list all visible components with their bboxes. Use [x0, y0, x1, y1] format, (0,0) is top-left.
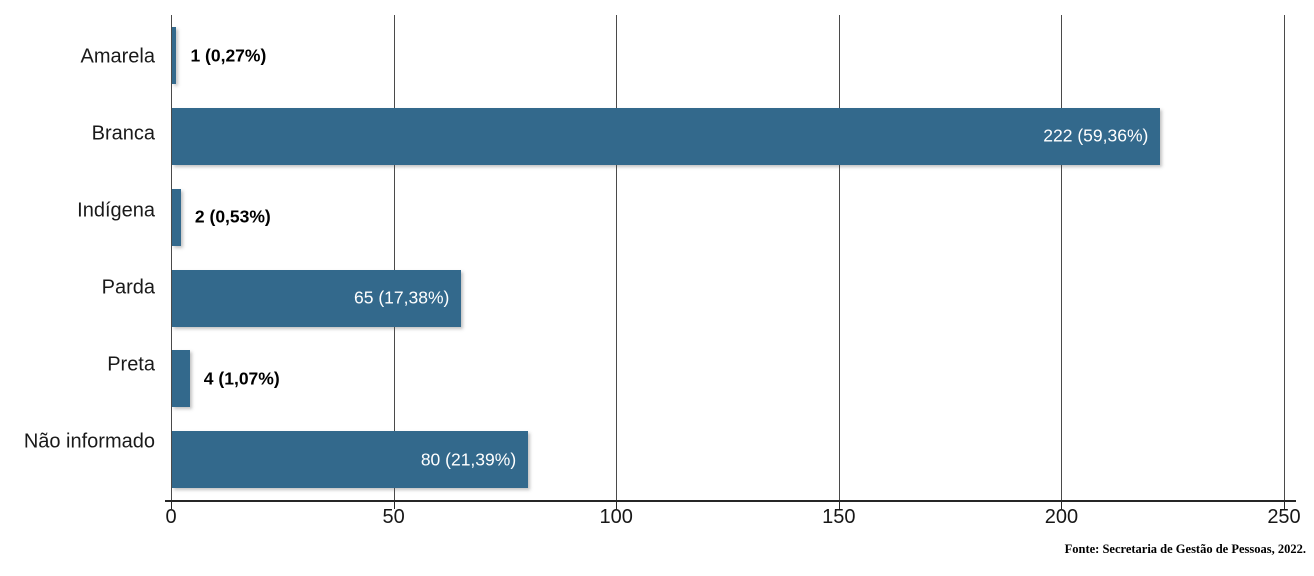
bars-layer: 1 (0,27%) 222 (59,36%) 2 (0,53%) 65 (17,38%… — [172, 15, 1285, 500]
x-tick-label: 100 — [599, 506, 633, 528]
category-label: Indígena — [77, 199, 155, 222]
gridline — [393, 15, 395, 500]
category-label: Parda — [101, 276, 155, 299]
x-tick-mark — [838, 502, 840, 509]
bar-1: 222 (59,36%) — [172, 107, 1161, 165]
x-tick-label: 150 — [822, 506, 856, 528]
gridlines — [172, 15, 1285, 500]
bar-row: 65 (17,38%) — [172, 258, 1285, 339]
value-label: 1 (0,27%) — [190, 45, 267, 65]
value-label: 2 (0,53%) — [194, 206, 271, 227]
x-tick-label: 50 — [382, 506, 405, 528]
x-tick-label: 250 — [1267, 506, 1301, 528]
category-label: Amarela — [80, 45, 155, 68]
bar-2 — [172, 188, 181, 246]
x-tick-mark — [393, 502, 395, 509]
bar-row: 222 (59,36%) — [172, 96, 1285, 177]
bar-3: 65 (17,38%) — [172, 269, 462, 327]
x-tick-mark — [616, 502, 618, 509]
value-label: 4 (1,07%) — [203, 368, 280, 389]
category-label: Preta — [107, 353, 155, 376]
value-label: 80 (21,39%) — [420, 449, 517, 470]
x-tick-label: 200 — [1044, 506, 1079, 528]
gridline — [616, 15, 618, 500]
x-tick-mark — [171, 502, 172, 509]
gridline — [1061, 15, 1063, 500]
bar-row: 4 (1,07%) — [172, 338, 1285, 419]
bar-row: 2 (0,53%) — [172, 177, 1285, 258]
x-tick-label: 0 — [165, 506, 177, 528]
x-tick-mark — [1284, 502, 1285, 509]
x-axis-line — [165, 500, 1296, 502]
x-tick-mark — [1061, 502, 1063, 509]
bar-4 — [172, 350, 190, 408]
category-label: Não informado — [23, 430, 155, 453]
gridline — [1284, 15, 1285, 500]
bar-row: 1 (0,27%) — [172, 15, 1285, 96]
bar-0 — [172, 27, 177, 84]
value-label: 222 (59,36%) — [1043, 125, 1149, 146]
category-axis: Amarela Branca Indígena Parda Preta Não infor… — [0, 15, 155, 500]
category-label: Branca — [91, 122, 155, 145]
gridline — [838, 15, 840, 500]
bar-5: 80 (21,39%) — [172, 431, 529, 489]
plot-area: 1 (0,27%) 222 (59,36%) 2 (0,53%) 65 (17,38%… — [171, 15, 1285, 500]
bar-row: 80 (21,39%) — [172, 419, 1285, 500]
value-label: 65 (17,38%) — [354, 287, 450, 308]
source-note: Fonte: Secretaria de Gestão de Pessoas, … — [1064, 542, 1306, 556]
